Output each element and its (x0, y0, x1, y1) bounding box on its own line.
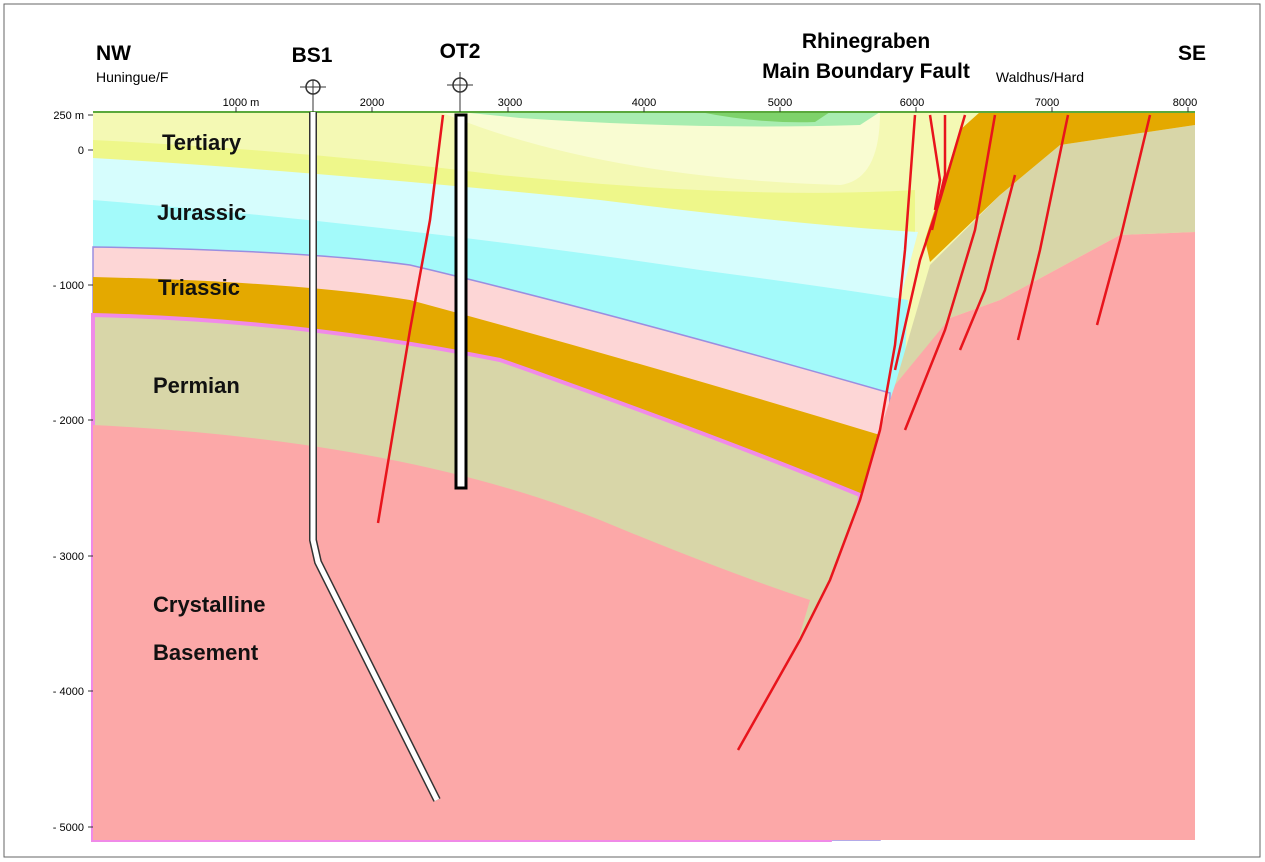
header: NW Huningue/F BS1 OT2 Rhinegraben Main B… (96, 30, 1206, 85)
layer-label: Jurassic (157, 200, 246, 225)
y-label: - 1000 (53, 280, 84, 292)
fault (893, 114, 967, 371)
fault (928, 114, 942, 211)
layer-label: Triassic (158, 275, 240, 300)
y-ticks (88, 114, 93, 828)
layer-label: Crystalline (153, 592, 266, 617)
axis-ticks (88, 107, 1189, 828)
well-symbol-cross (300, 80, 326, 112)
well-label: OT2 (440, 40, 481, 63)
x-label: 4000 (632, 97, 656, 109)
well-ot2 (454, 113, 468, 490)
layer-labels: Tertiary Jurassic Triassic Permian Cryst… (153, 130, 266, 665)
fault (1016, 114, 1070, 341)
y-label: - 4000 (53, 686, 84, 698)
x-label: 5000 (768, 97, 792, 109)
well-symbol-cross (447, 72, 473, 112)
tertiary-dark-green (700, 112, 830, 123)
y-label: 0 (78, 145, 84, 157)
x-label: 8000 (1173, 97, 1197, 109)
permian-right (895, 125, 1195, 385)
basement-right (700, 232, 1195, 840)
x-label: 6000 (900, 97, 924, 109)
layer-label: Permian (153, 373, 240, 398)
x-label: 1000 m (223, 97, 260, 109)
nw: NW (96, 42, 131, 65)
basement-left (93, 425, 810, 840)
triassic-right (925, 112, 1195, 262)
x-label: 2000 (360, 97, 384, 109)
y-label: - 5000 (53, 822, 84, 834)
well-label: BS1 (292, 44, 333, 67)
layers (91, 111, 1195, 842)
frame (3, 3, 1261, 858)
x-label: 3000 (498, 97, 522, 109)
x-label: 7000 (1035, 97, 1059, 109)
fault-label: Main Boundary Fault (762, 60, 970, 83)
se-place: Waldhus/Hard (996, 69, 1084, 85)
fault (376, 114, 445, 524)
fault (903, 114, 997, 431)
y-axis: 250 m 0 - 1000 - 2000 - 3000 - 4000 - 50… (53, 110, 84, 834)
wells (300, 72, 473, 802)
x-ticks (235, 107, 1189, 112)
tertiary-light (440, 112, 880, 185)
nw-place: Huningue/F (96, 69, 168, 85)
layer-label: Tertiary (162, 130, 242, 155)
well-bs1-fill (310, 112, 440, 802)
main-fault (736, 114, 917, 751)
fault (958, 174, 1017, 351)
layer-label: Basement (153, 640, 259, 665)
fault (1095, 114, 1152, 326)
y-label: - 3000 (53, 551, 84, 563)
se: SE (1178, 42, 1206, 65)
fault-label: Rhinegraben (802, 30, 930, 53)
y-label: - 2000 (53, 415, 84, 427)
y-label: 250 m (53, 110, 84, 122)
faults (376, 114, 1152, 751)
x-axis: 1000 m 2000 3000 4000 5000 6000 7000 800… (223, 97, 1198, 109)
